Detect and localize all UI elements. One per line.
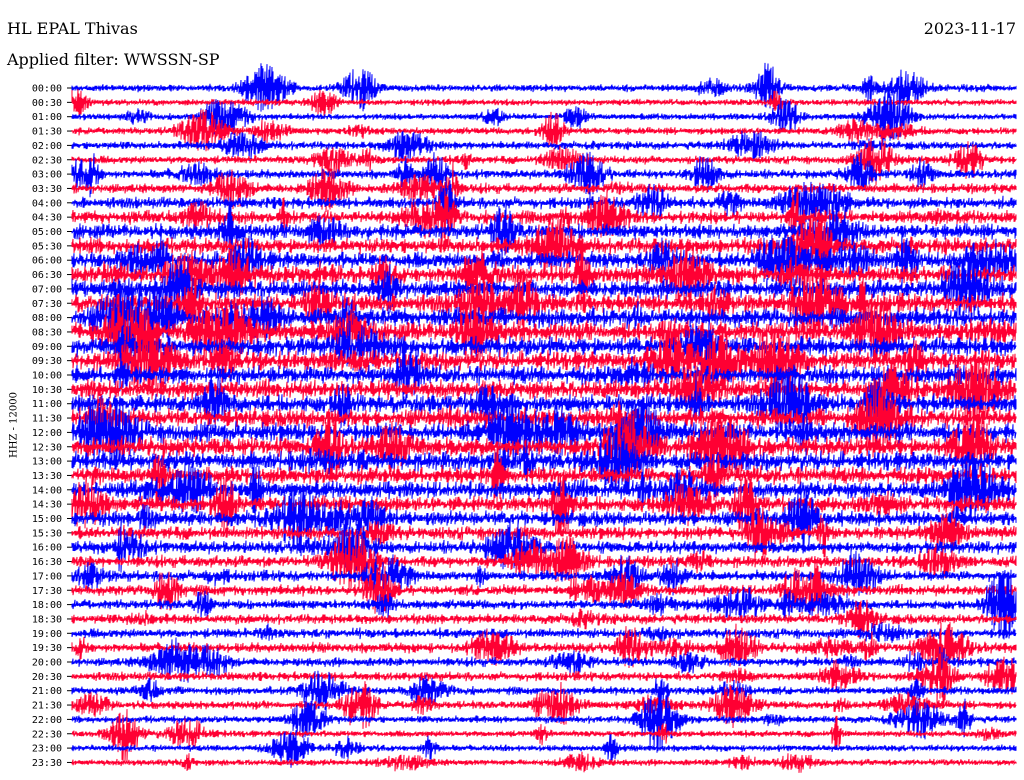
trace-line bbox=[71, 109, 1017, 152]
hour-tick-label: 08:30 bbox=[32, 327, 62, 338]
trace-line bbox=[71, 378, 1017, 458]
hour-tick-label: 02:00 bbox=[32, 141, 62, 152]
hour-tick-label: 11:00 bbox=[32, 399, 62, 410]
hour-tick-label: 12:00 bbox=[32, 428, 62, 439]
hour-tick-label: 10:00 bbox=[32, 371, 62, 382]
record-date: 2023-11-17 bbox=[923, 19, 1016, 38]
hour-tick-label: 22:30 bbox=[32, 729, 62, 740]
hour-tick-label: 14:30 bbox=[32, 500, 62, 511]
hour-tick-label: 20:00 bbox=[32, 658, 62, 669]
trace-line bbox=[71, 621, 1017, 644]
trace-line bbox=[71, 151, 1017, 198]
hour-tick-label: 05:00 bbox=[32, 227, 62, 238]
hour-tick-label: 21:30 bbox=[32, 701, 62, 712]
trace-line bbox=[71, 557, 1017, 623]
trace-line bbox=[71, 444, 1017, 506]
hour-tick-label: 16:30 bbox=[32, 557, 62, 568]
trace-line bbox=[71, 686, 1017, 753]
hour-tick-label: 23:30 bbox=[32, 758, 62, 769]
trace-line bbox=[71, 158, 1017, 213]
hour-tick-label: 00:00 bbox=[32, 84, 62, 95]
trace-line bbox=[71, 709, 1017, 762]
hour-tick-label: 18:30 bbox=[32, 614, 62, 625]
hour-tick-label: 09:00 bbox=[32, 342, 62, 353]
filter-label: Applied filter: WWSSN-SP bbox=[7, 50, 220, 69]
hour-tick-label: 17:00 bbox=[32, 571, 62, 582]
trace-line bbox=[71, 268, 1017, 343]
hour-tick-label: 04:00 bbox=[32, 198, 62, 209]
trace-line bbox=[71, 423, 1017, 495]
hour-tick-label: 07:30 bbox=[32, 299, 62, 310]
trace-line bbox=[71, 482, 1017, 557]
hour-tick-label: 03:00 bbox=[32, 170, 62, 181]
trace-line bbox=[71, 637, 1017, 683]
trace-line bbox=[71, 599, 1017, 638]
trace-line bbox=[71, 641, 1017, 705]
trace-line bbox=[71, 89, 1017, 117]
station-title: HL EPAL Thivas bbox=[7, 19, 138, 38]
trace-line bbox=[71, 569, 1017, 640]
hour-tick-label: 12:30 bbox=[32, 442, 62, 453]
trace-line bbox=[71, 622, 1017, 673]
trace-line bbox=[71, 235, 1017, 312]
hour-tick-label: 13:30 bbox=[32, 471, 62, 482]
hour-tick-label: 16:00 bbox=[32, 543, 62, 554]
hour-tick-label: 07:00 bbox=[32, 284, 62, 295]
trace-line bbox=[71, 681, 1017, 729]
hour-tick-label: 11:30 bbox=[32, 414, 62, 425]
trace-line bbox=[71, 136, 1017, 186]
trace-line bbox=[71, 670, 1017, 712]
trace-line bbox=[71, 407, 1017, 486]
hour-tick-label: 21:00 bbox=[32, 686, 62, 697]
hour-tick-label: 17:30 bbox=[32, 586, 62, 597]
trace-line bbox=[71, 550, 1017, 599]
hour-tick-label: 10:30 bbox=[32, 385, 62, 396]
trace-line bbox=[71, 520, 1017, 575]
hour-tick-label: 01:00 bbox=[32, 112, 62, 123]
hour-tick-label: 05:30 bbox=[32, 241, 62, 252]
trace-line bbox=[71, 130, 1017, 164]
hour-tick-label: 06:00 bbox=[32, 256, 62, 267]
trace-line bbox=[71, 393, 1017, 473]
hour-tick-label: 23:00 bbox=[32, 744, 62, 755]
trace-line bbox=[71, 497, 1017, 561]
hour-tick-label: 02:30 bbox=[32, 155, 62, 166]
trace-line bbox=[71, 350, 1017, 430]
trace-line bbox=[71, 292, 1017, 372]
hour-tick-label: 19:00 bbox=[32, 629, 62, 640]
trace-line bbox=[71, 320, 1017, 376]
hour-tick-label: 13:00 bbox=[32, 457, 62, 468]
hour-tick-label: 06:30 bbox=[32, 270, 62, 281]
trace-line bbox=[71, 730, 1017, 768]
hour-tick-label: 04:30 bbox=[32, 213, 62, 224]
hour-tick-label: 19:30 bbox=[32, 643, 62, 654]
trace-line bbox=[71, 751, 1017, 773]
hour-tick-label: 03:30 bbox=[32, 184, 62, 195]
hour-tick-label: 00:30 bbox=[32, 98, 62, 109]
trace-line bbox=[71, 254, 1017, 326]
trace-line bbox=[71, 62, 1017, 112]
hour-tick-label: 20:30 bbox=[32, 672, 62, 683]
hour-tick-label: 01:30 bbox=[32, 127, 62, 138]
hour-tick-label: 22:00 bbox=[32, 715, 62, 726]
hour-tick-label: 14:00 bbox=[32, 485, 62, 496]
trace-line bbox=[71, 84, 1017, 144]
hour-tick-label: 18:00 bbox=[32, 600, 62, 611]
trace-line bbox=[71, 452, 1017, 528]
hour-tick-label: 15:30 bbox=[32, 528, 62, 539]
trace-line bbox=[71, 343, 1017, 406]
hour-tick-label: 09:30 bbox=[32, 356, 62, 367]
trace-line bbox=[71, 197, 1017, 260]
hour-tick-label: 08:00 bbox=[32, 313, 62, 324]
hour-tick-label: 15:00 bbox=[32, 514, 62, 525]
trace-line bbox=[71, 206, 1017, 282]
